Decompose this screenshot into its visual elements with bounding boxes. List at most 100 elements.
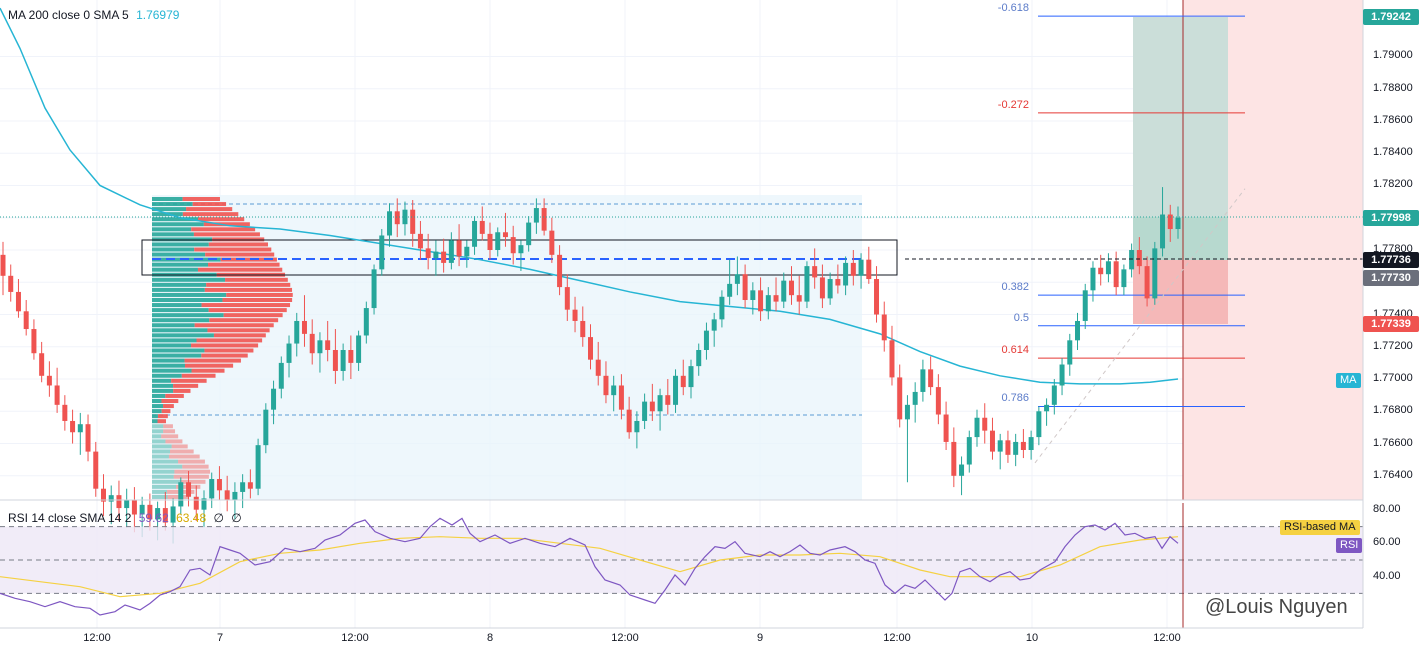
profile-bar-up: [152, 484, 177, 489]
rsi-line: [0, 517, 1179, 616]
profile-bar-down: [220, 257, 277, 262]
price-tag: 1.77998: [1363, 210, 1419, 227]
profile-bar-down: [182, 212, 239, 217]
volume-profile-range: [152, 195, 862, 500]
profile-bar-down: [207, 328, 270, 333]
profile-bar-up: [152, 303, 202, 308]
candle-body: [827, 279, 833, 299]
candle-body: [487, 233, 493, 250]
candle-body: [472, 220, 478, 247]
time-tick-label: 7: [216, 632, 224, 644]
candle-body: [518, 245, 524, 254]
profile-bar-down: [196, 338, 263, 343]
candle-body: [781, 280, 787, 302]
profile-bar-down: [180, 479, 206, 484]
candle-body: [1113, 261, 1119, 288]
profile-bar-up: [152, 338, 197, 343]
candle-body: [433, 251, 439, 259]
rsi-ma-badge: RSI-based MA: [1280, 520, 1360, 535]
candle-body: [0, 254, 6, 276]
profile-bar-up: [152, 358, 185, 363]
candle-body: [85, 424, 91, 452]
candle-body: [394, 211, 400, 225]
candle-body: [108, 495, 114, 502]
candle-body: [39, 353, 45, 376]
rsi-legend-rsi: 59.62: [138, 511, 169, 525]
profile-bar-down: [208, 242, 269, 247]
time-tick-label: 8: [486, 632, 494, 644]
price-tag: 1.77730: [1363, 270, 1419, 287]
candle-body: [155, 508, 161, 520]
candle-body: [425, 248, 431, 259]
candle-body: [23, 311, 29, 330]
profile-bar-up: [152, 404, 164, 409]
profile-bar-up: [152, 333, 214, 338]
candle-body: [363, 308, 369, 336]
candle-body: [495, 232, 501, 250]
profile-bar-up: [152, 262, 209, 267]
candle-body: [788, 280, 794, 296]
main-legend: MA 200 close 0 SMA 5 1.76979: [8, 8, 183, 22]
candle-body: [533, 208, 539, 223]
volume-profile: [141, 195, 898, 500]
profile-bar-up: [152, 313, 224, 318]
main-legend-value: 1.76979: [136, 8, 180, 22]
candle-body: [889, 340, 895, 378]
candle-body: [178, 482, 184, 507]
candle-body: [665, 395, 671, 405]
profile-bar-up: [152, 318, 210, 323]
profile-bar-up: [152, 388, 174, 393]
candle-body: [1152, 248, 1158, 299]
main-legend-label: MA 200 close 0 SMA 5: [8, 8, 129, 22]
candle-body: [742, 274, 748, 300]
candle-body: [703, 330, 709, 350]
profile-bar-down: [173, 383, 199, 388]
candle-body: [966, 437, 972, 465]
candle-body: [982, 417, 988, 431]
candle-body: [340, 350, 346, 371]
candle-body: [139, 504, 145, 515]
fib-level-label: 0.382: [1001, 281, 1029, 294]
profile-bar-up: [152, 368, 192, 373]
fib-level-label: 0.5: [1013, 311, 1029, 324]
profile-bar-down: [165, 393, 184, 398]
candle-body: [402, 209, 408, 225]
price-tag: 1.77736: [1363, 252, 1419, 269]
fibonacci-levels: [1034, 15, 1246, 464]
profile-bar-down: [222, 298, 293, 302]
profile-bar-up: [152, 298, 223, 302]
profile-bar-up: [152, 287, 205, 292]
ma-200-line: [0, 7, 1179, 385]
ma-line: [0, 7, 1179, 385]
axes: [0, 0, 1364, 629]
profile-bar-down: [223, 313, 283, 318]
profile-bar-down: [168, 454, 200, 459]
profile-bar-down: [208, 262, 280, 267]
candle-body: [595, 359, 601, 376]
candle-body: [464, 246, 470, 257]
profile-bar-up: [152, 479, 181, 484]
trend-dashed: [1034, 188, 1246, 464]
rsi-tick-label: 80.00: [1373, 503, 1401, 515]
profile-bar-up: [152, 343, 192, 348]
candle-body: [325, 340, 331, 350]
rsi-legend-label: RSI 14 close SMA 14 2: [8, 511, 132, 525]
candle-body: [147, 504, 153, 520]
candle-body: [572, 309, 578, 321]
candle-body: [1129, 250, 1135, 270]
candle-body: [603, 375, 609, 396]
candle-body: [866, 259, 872, 280]
candle-body: [526, 222, 532, 246]
candle-body: [1144, 266, 1150, 299]
candle-body: [62, 404, 68, 421]
candle-body: [611, 385, 617, 396]
profile-bar-up: [152, 308, 209, 313]
candle-body: [765, 295, 771, 312]
price-tick-label: 1.77000: [1373, 372, 1413, 385]
candle-body: [116, 495, 122, 509]
candle-body: [1167, 214, 1173, 230]
candle-body: [1020, 441, 1026, 450]
profile-bar-down: [186, 207, 233, 212]
candle-body: [186, 482, 192, 497]
